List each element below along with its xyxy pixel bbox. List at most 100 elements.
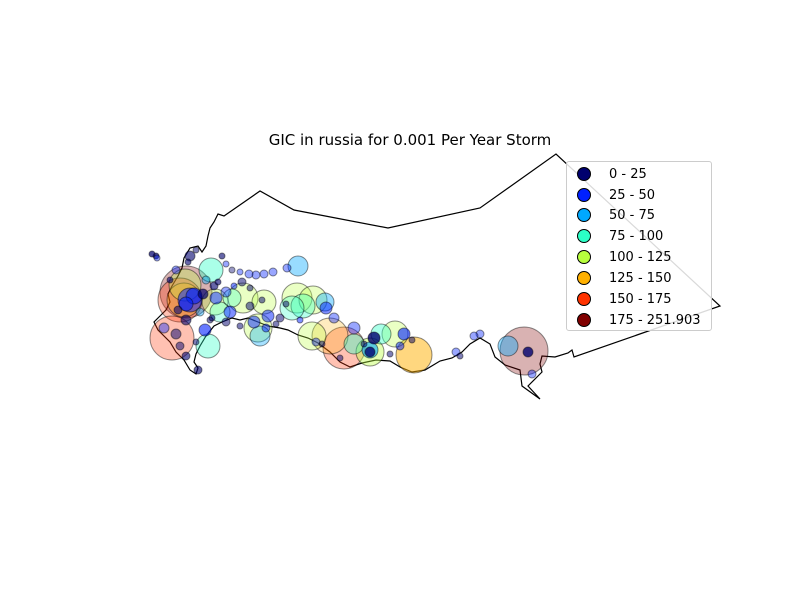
gic-bubble-marker <box>282 300 290 308</box>
legend-item: 25 - 50 <box>577 185 655 205</box>
legend-item: 50 - 75 <box>577 205 655 225</box>
legend-item: 150 - 175 <box>577 289 672 309</box>
gic-bubble-marker <box>153 254 161 262</box>
gic-bubble-marker <box>395 336 433 374</box>
gic-bubble-marker <box>244 269 254 279</box>
gic-bubble-marker <box>230 282 238 290</box>
gic-bubble-marker <box>246 284 254 292</box>
gic-bubble-marker <box>297 321 327 351</box>
legend-swatch <box>577 271 591 285</box>
gic-bubble-marker <box>360 340 368 348</box>
gic-bubble-marker <box>221 317 231 327</box>
gic-bubble-marker <box>367 331 381 345</box>
legend-item: 175 - 251.903 <box>577 310 701 330</box>
gic-bubble-marker <box>228 266 236 274</box>
legend-label: 75 - 100 <box>609 228 664 244</box>
legend-label: 50 - 75 <box>609 207 656 223</box>
gic-bubble-marker <box>173 305 183 315</box>
gic-bubble-marker <box>201 275 211 285</box>
gic-bubble-marker <box>408 336 416 344</box>
gic-bubble-marker <box>223 305 237 319</box>
legend-swatch <box>577 292 591 306</box>
gic-bubble-marker <box>158 322 170 334</box>
gic-bubble-marker <box>149 315 195 361</box>
legend-swatch <box>577 313 591 327</box>
legend-label: 100 - 125 <box>609 249 672 265</box>
gic-bubble-marker <box>222 260 230 268</box>
gic-bubble-marker <box>208 314 216 322</box>
gic-bubble-marker <box>522 346 534 358</box>
gic-bubble-marker <box>181 351 191 361</box>
gic-bubble-marker <box>192 338 200 346</box>
gic-bubble-marker <box>287 255 309 277</box>
gic-bubble-marker <box>236 322 244 330</box>
legend-swatch <box>577 167 591 181</box>
gic-bubble-marker <box>328 312 340 324</box>
gic-bubble-marker <box>175 341 185 351</box>
gic-bubble-marker <box>497 335 519 357</box>
gic-bubble-marker <box>259 269 269 279</box>
gic-bubble-marker <box>170 328 182 340</box>
legend-swatch <box>577 188 591 202</box>
gic-bubble-marker <box>336 354 344 362</box>
gic-bubble-marker <box>272 320 280 328</box>
gic-bubble-marker <box>318 340 326 348</box>
gic-bubble-marker <box>397 327 411 341</box>
gic-bubble-marker <box>198 257 224 283</box>
gic-bubble-marker <box>236 268 244 276</box>
gic-bubble-marker <box>192 246 200 254</box>
gic-bubble-marker <box>319 301 333 315</box>
gic-bubble-marker <box>166 276 174 284</box>
gic-bubble-marker <box>290 293 316 319</box>
gic-bubble-marker <box>247 315 261 329</box>
gic-bubble-marker <box>347 321 361 335</box>
gic-bubble-marker <box>298 285 328 315</box>
gic-bubble-marker <box>386 350 394 358</box>
legend-label: 150 - 175 <box>609 291 672 307</box>
gic-bubble-marker <box>193 365 203 375</box>
gic-bubble-marker <box>281 282 313 314</box>
gic-bubble-marker <box>195 333 221 359</box>
gic-bubble-marker <box>251 270 261 280</box>
gic-bubble-marker <box>261 309 275 323</box>
legend-item: 75 - 100 <box>577 226 663 246</box>
legend-item: 100 - 125 <box>577 247 672 267</box>
gic-bubble-marker <box>171 265 181 275</box>
gic-bubble-marker <box>220 286 232 298</box>
gic-bubble-marker <box>268 267 278 277</box>
gic-bubble-marker <box>282 263 292 273</box>
gic-bubble-marker <box>296 316 304 324</box>
gic-bubble-marker <box>180 314 192 326</box>
gic-bubble-marker <box>475 329 485 339</box>
gic-bubble-marker <box>258 296 266 304</box>
legend-swatch <box>577 250 591 264</box>
gic-bubble-marker <box>195 307 205 317</box>
gic-bubble-marker <box>364 346 376 358</box>
legend-swatch <box>577 229 591 243</box>
gic-bubble-marker <box>245 301 255 311</box>
legend-label: 0 - 25 <box>609 166 647 182</box>
gic-bubble-marker <box>237 277 247 287</box>
chart-title: GIC in russia for 0.001 Per Year Storm <box>268 131 552 149</box>
gic-bubble-marker <box>218 252 226 260</box>
gic-bubble-marker <box>527 369 537 379</box>
legend-item: 0 - 25 <box>577 164 647 184</box>
gic-bubble-marker <box>275 313 285 323</box>
gic-bubble-marker <box>184 258 192 266</box>
gic-bubble-marker <box>261 323 271 333</box>
legend-label: 125 - 150 <box>609 270 672 286</box>
legend-label: 175 - 251.903 <box>609 312 701 328</box>
gic-bubble-marker <box>395 341 405 351</box>
legend: 0 - 25 25 - 50 50 - 75 75 - 100 100 - 12… <box>566 161 712 331</box>
gic-bubble-marker <box>198 323 212 337</box>
gic-bubble-marker <box>469 331 479 341</box>
gic-bubble-marker <box>456 352 464 360</box>
gic-bubble-marker <box>197 288 209 300</box>
legend-label: 25 - 50 <box>609 187 656 203</box>
legend-swatch <box>577 208 591 222</box>
gic-bubble-marker <box>148 250 156 258</box>
gic-bubble-marker <box>178 296 194 312</box>
gic-bubble-marker <box>209 291 223 305</box>
